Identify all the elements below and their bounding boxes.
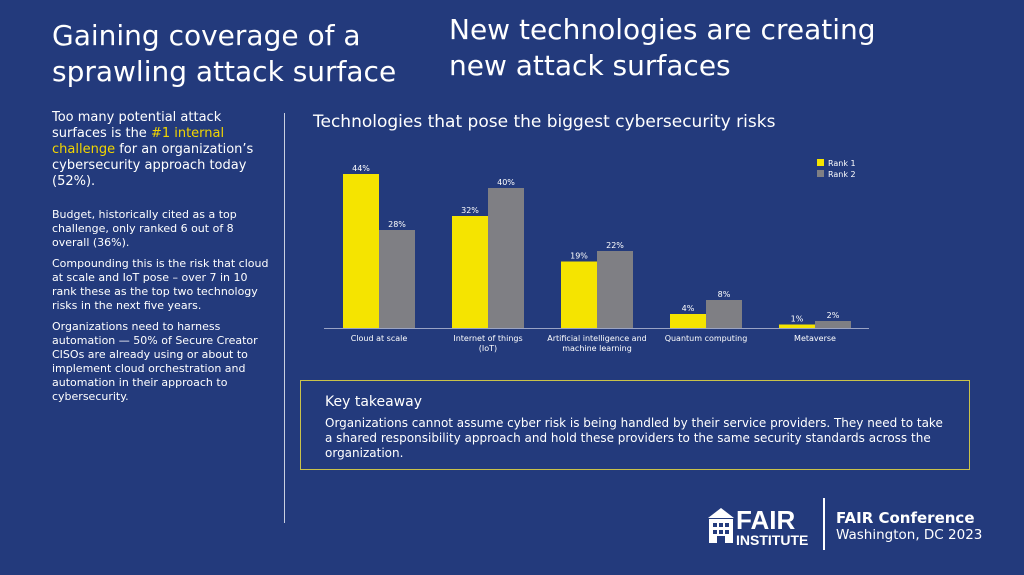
- bar-rank-2-1: [488, 188, 524, 328]
- bar-rank-2-0: [379, 230, 415, 328]
- category-label: machine learning: [562, 344, 632, 353]
- legend-label: Rank 1: [828, 159, 856, 168]
- category-label: Internet of things: [453, 334, 522, 343]
- bar-rank-2-4: [815, 321, 851, 328]
- data-label: 4%: [682, 304, 695, 313]
- bar-rank-1-2: [561, 261, 597, 328]
- left-column: Too many potential attack surfaces is th…: [52, 110, 274, 411]
- p1-text-start: Too many potential attack surfaces is th…: [52, 110, 222, 141]
- vertical-divider: [284, 113, 285, 523]
- key-takeaway-box: Key takeaway Organizations cannot assume…: [300, 380, 970, 470]
- category-label: Artificial intelligence and: [547, 334, 646, 343]
- data-label: 44%: [352, 164, 370, 173]
- bar-rank-2-3: [706, 300, 742, 328]
- category-label: Metaverse: [794, 334, 836, 343]
- left-paragraph-1: Too many potential attack surfaces is th…: [52, 110, 274, 190]
- data-label: 28%: [388, 220, 406, 229]
- bar-chart: 44% 28% Cloud at scale 32% 40% Internet of th…: [324, 159, 869, 353]
- left-paragraph-3: Compounding this is the risk that cloud …: [52, 257, 269, 312]
- logo-separator: [823, 498, 825, 550]
- category-label: Cloud at scale: [351, 334, 408, 343]
- data-label: 8%: [718, 290, 731, 299]
- data-label: 22%: [606, 241, 624, 250]
- category-label: Quantum computing: [665, 334, 748, 343]
- p1-text-end: for an organization’s cybersecurity appr…: [52, 142, 254, 189]
- legend-swatch: [817, 159, 824, 166]
- conference-location: Washington, DC 2023: [836, 527, 983, 543]
- left-paragraph-4: Organizations need to harness automation…: [52, 320, 258, 403]
- logo-text-fair: FAIR: [736, 505, 795, 535]
- key-takeaway-heading: Key takeaway: [325, 394, 423, 410]
- left-title: Gaining coverage of a sprawling attack s…: [52, 19, 397, 88]
- category-label: (IoT): [479, 344, 497, 353]
- fair-institute-logo: FAIR INSTITUTE: [708, 505, 808, 548]
- data-label: 32%: [461, 206, 479, 215]
- chart-title: Technologies that pose the biggest cyber…: [313, 112, 776, 132]
- key-takeaway-body: Organizations cannot assume cyber risk i…: [325, 416, 943, 460]
- bar-rank-1-3: [670, 314, 706, 328]
- bar-rank-1-1: [452, 216, 488, 328]
- left-paragraph-2: Budget, historically cited as a top chal…: [52, 208, 237, 249]
- legend-swatch: [817, 170, 824, 177]
- data-label: 40%: [497, 178, 515, 187]
- right-title: New technologies are creating new attack…: [449, 13, 876, 82]
- data-label: 19%: [570, 252, 588, 261]
- legend-label: Rank 2: [828, 170, 856, 179]
- data-label: 2%: [827, 311, 840, 320]
- p1-highlight: #1 internal challenge: [52, 126, 225, 157]
- bar-rank-1-4: [779, 324, 815, 328]
- conference-name: FAIR Conference: [836, 509, 975, 527]
- bar-rank-2-2: [597, 251, 633, 328]
- logo-text-institute: INSTITUTE: [736, 532, 808, 548]
- bar-rank-1-0: [343, 174, 379, 328]
- logo-building-icon: [708, 508, 734, 543]
- data-label: 1%: [791, 315, 804, 324]
